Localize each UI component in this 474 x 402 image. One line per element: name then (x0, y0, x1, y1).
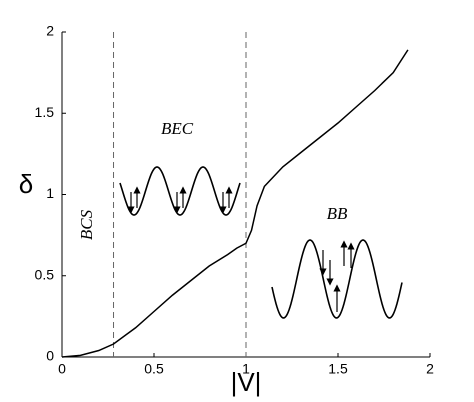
x-axis-label: |V| (231, 367, 262, 397)
y-axis-label: δ (19, 169, 33, 199)
x-tick-label: 1 (242, 361, 250, 377)
inset-potential (271, 239, 403, 319)
x-tick-label: 0 (58, 361, 66, 377)
annotation: BCS (77, 209, 96, 240)
y-tick-label: 0 (46, 348, 54, 364)
data-line (61, 49, 409, 358)
x-tick-label: 0.5 (144, 361, 164, 377)
x-tick-label: 2 (426, 361, 434, 377)
y-tick-label: 1 (46, 185, 54, 201)
inset-potential (119, 166, 241, 216)
x-tick-label: 1.5 (328, 361, 348, 377)
annotation: BB (327, 204, 348, 223)
y-tick-label: 0.5 (35, 266, 55, 282)
y-tick-label: 2 (46, 23, 54, 39)
annotation: BEC (161, 119, 194, 138)
y-tick-label: 1.5 (35, 104, 55, 120)
insets (119, 166, 403, 319)
